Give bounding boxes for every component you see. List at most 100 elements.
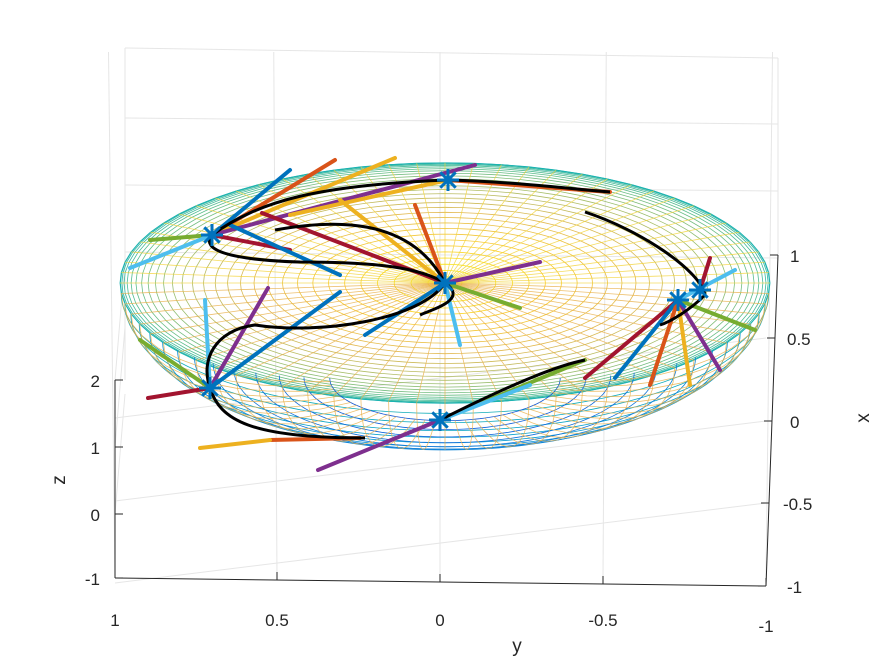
vector-arrow	[198, 438, 272, 450]
mesh-meridian	[235, 282, 446, 430]
trajectory-curve	[439, 358, 586, 422]
mesh-meridian	[444, 282, 712, 414]
mesh-meridian	[178, 282, 446, 414]
grid-line	[114, 259, 126, 381]
vector-arrow	[288, 178, 450, 217]
y-tick-label: 1	[110, 611, 119, 630]
mesh-meridian	[444, 282, 608, 439]
mesh-meridian	[388, 282, 446, 449]
vector-arrow	[648, 298, 680, 387]
grid-lines	[108, 47, 779, 584]
y-tick-label: -0.5	[588, 611, 617, 630]
mesh-meridian	[444, 178, 608, 284]
vector-arrow	[146, 386, 212, 400]
y-tick-label: 0	[435, 611, 444, 630]
mesh-meridian	[214, 282, 446, 425]
vector-arrow	[413, 203, 447, 285]
asterisk-marker	[434, 272, 456, 294]
mesh-meridian	[444, 205, 695, 284]
vector-arrow	[443, 260, 542, 285]
z-axis-label: z	[49, 475, 70, 485]
vector-arrow	[228, 223, 342, 277]
mesh-meridian	[444, 282, 695, 420]
asterisk-marker	[689, 279, 711, 301]
mesh-meridian	[131, 251, 446, 284]
mesh-meridian	[444, 251, 759, 284]
vector-arrow	[128, 233, 214, 270]
vector-arrow	[210, 163, 477, 237]
mesh-meridian	[444, 282, 655, 430]
trajectory-curve	[208, 234, 446, 285]
grid-line	[602, 51, 607, 579]
grid-line	[765, 51, 774, 579]
mesh-meridian	[149, 282, 446, 403]
grid-line	[124, 47, 779, 59]
mesh-meridian	[416, 163, 446, 284]
mesh-meridian	[195, 282, 446, 420]
vector-arrow	[138, 338, 212, 390]
vector-arrow	[338, 198, 447, 285]
vector-arrow	[208, 290, 342, 390]
mesh-meridian	[444, 197, 675, 284]
mesh-meridian	[444, 272, 769, 284]
vector-arrow	[208, 286, 270, 390]
mesh-meridian	[444, 282, 727, 408]
mesh-meridian	[388, 164, 446, 284]
mesh-meridian	[130, 282, 446, 392]
vector-arrow	[583, 298, 680, 380]
mesh-meridian	[444, 169, 557, 284]
asterisk-marker	[437, 169, 459, 191]
trajectory-curve	[205, 282, 447, 389]
mesh-meridian	[150, 231, 446, 284]
x-axis-label: x	[853, 413, 874, 423]
mesh-meridian	[444, 282, 766, 387]
mesh-meridian	[416, 282, 446, 450]
grid-line	[114, 420, 767, 502]
mesh-meridian	[444, 190, 655, 284]
z-tick-label: 1	[91, 439, 100, 458]
mesh-meridian	[444, 164, 502, 284]
trajectory-curve	[211, 178, 611, 237]
trajectory-curve	[208, 387, 366, 440]
mesh-meridian	[282, 178, 446, 284]
x-tick-label: 0.5	[787, 330, 811, 349]
y-tick-label: 0.5	[265, 611, 289, 630]
x-tick-label: -1	[787, 578, 802, 597]
mesh-meridian	[444, 261, 766, 284]
mesh-meridian	[444, 282, 583, 442]
x-tick-label: -0.5	[783, 495, 812, 514]
axis-lines	[114, 254, 779, 587]
trajectory-curves	[205, 178, 707, 440]
vector-arrow	[316, 418, 442, 472]
vector-arrow	[443, 281, 462, 347]
mesh-meridian	[444, 184, 632, 284]
vector-arrow	[203, 298, 212, 390]
y-axis-label: y	[512, 636, 522, 656]
mesh-meridian	[120, 282, 446, 383]
mesh-meridian	[235, 190, 446, 284]
grid-line	[114, 393, 126, 515]
z-tick-label: 0	[91, 506, 100, 525]
mesh-meridian	[444, 282, 741, 403]
z-tick-label: 2	[91, 372, 100, 391]
y-tick-label: -1	[758, 617, 773, 636]
grid-line	[114, 326, 126, 448]
mesh-meridian	[444, 231, 740, 284]
mesh-meridian	[333, 169, 446, 284]
asterisk-marker	[429, 409, 451, 431]
asterisk-markers	[199, 169, 711, 431]
grid-line	[124, 184, 779, 192]
asterisk-marker	[667, 289, 689, 311]
z-tick-label: -1	[85, 570, 100, 589]
grid-line	[124, 117, 779, 125]
mesh-meridian	[444, 213, 712, 284]
mesh-meridian	[444, 166, 530, 284]
mesh-meridian	[124, 261, 446, 284]
vector-arrow	[443, 281, 522, 310]
mesh-meridian	[444, 241, 751, 284]
spheroid-mesh-surface	[119, 162, 771, 451]
vector-arrow	[613, 298, 680, 380]
mesh-meridian	[333, 282, 446, 445]
trajectory-curve	[274, 222, 447, 284]
